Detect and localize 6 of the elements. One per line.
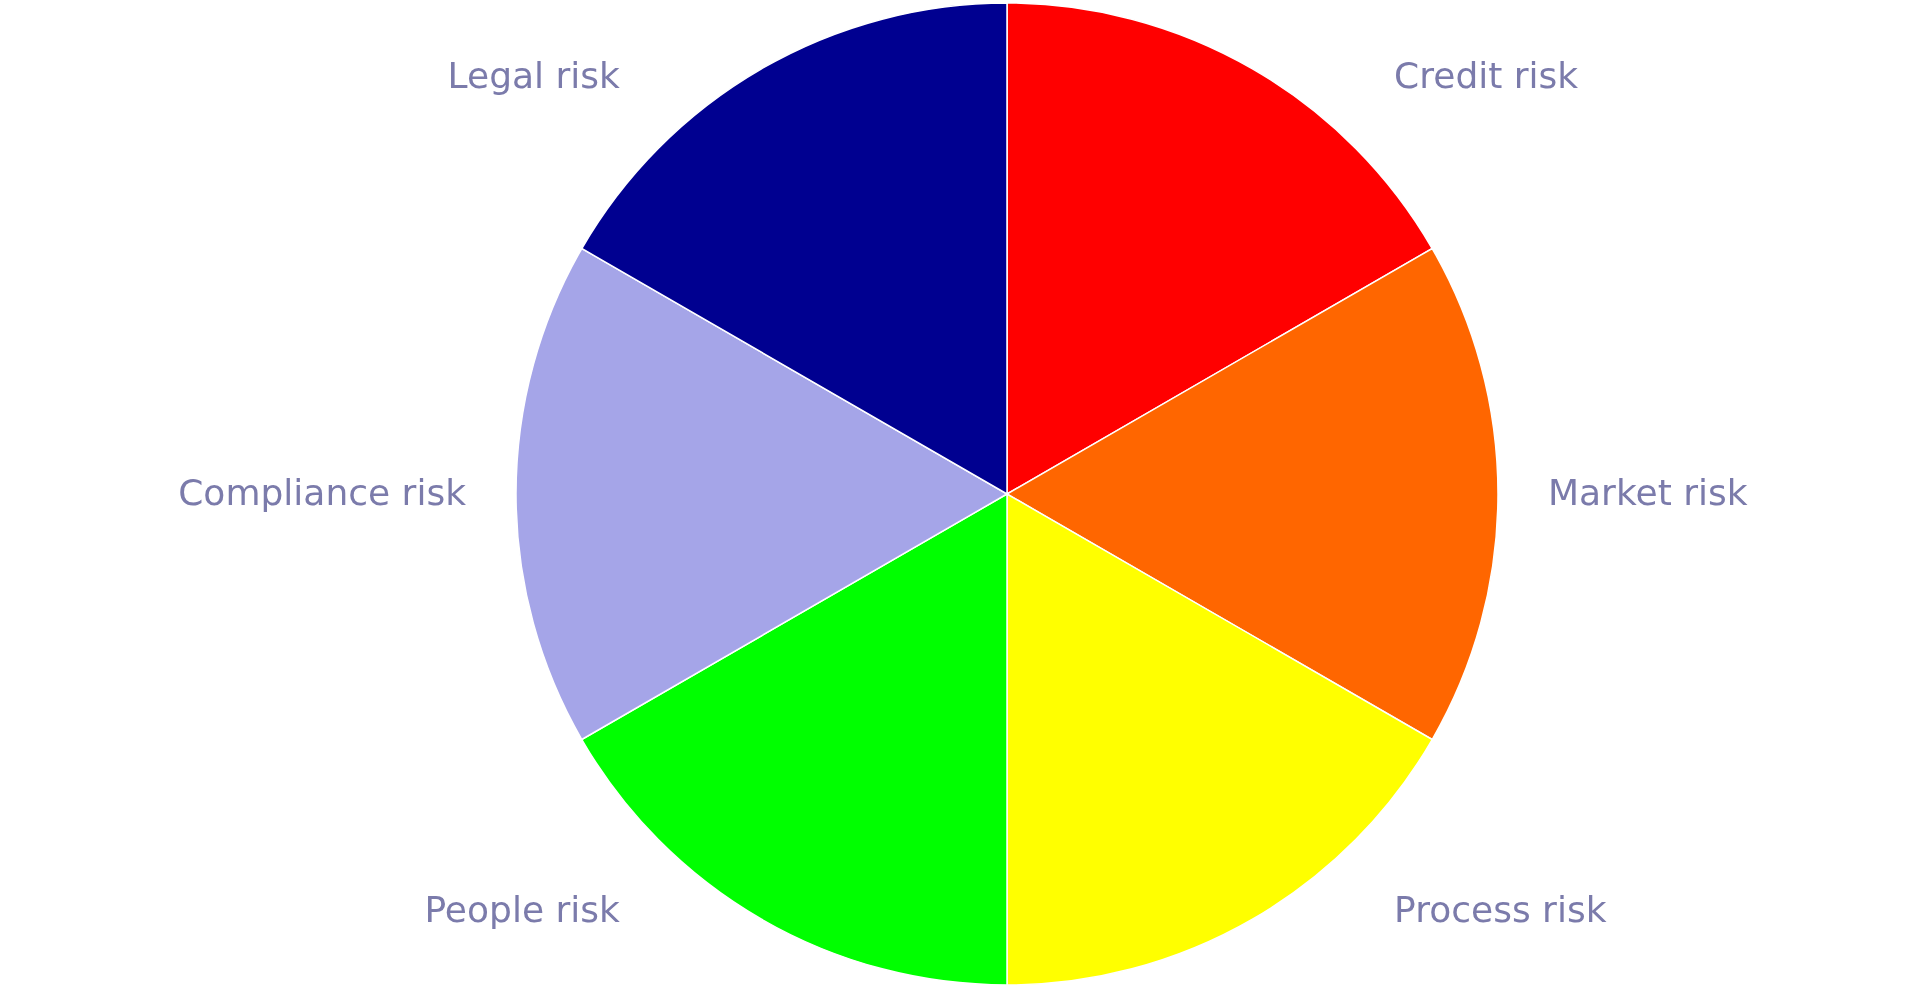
slice-label: Market risk — [1548, 472, 1748, 513]
slice-label: People risk — [424, 888, 621, 930]
slice-label: Legal risk — [447, 55, 621, 97]
slice-label: Process risk — [1394, 888, 1607, 930]
slice-label: Credit risk — [1394, 55, 1579, 97]
slice-label: Compliance risk — [178, 472, 467, 513]
